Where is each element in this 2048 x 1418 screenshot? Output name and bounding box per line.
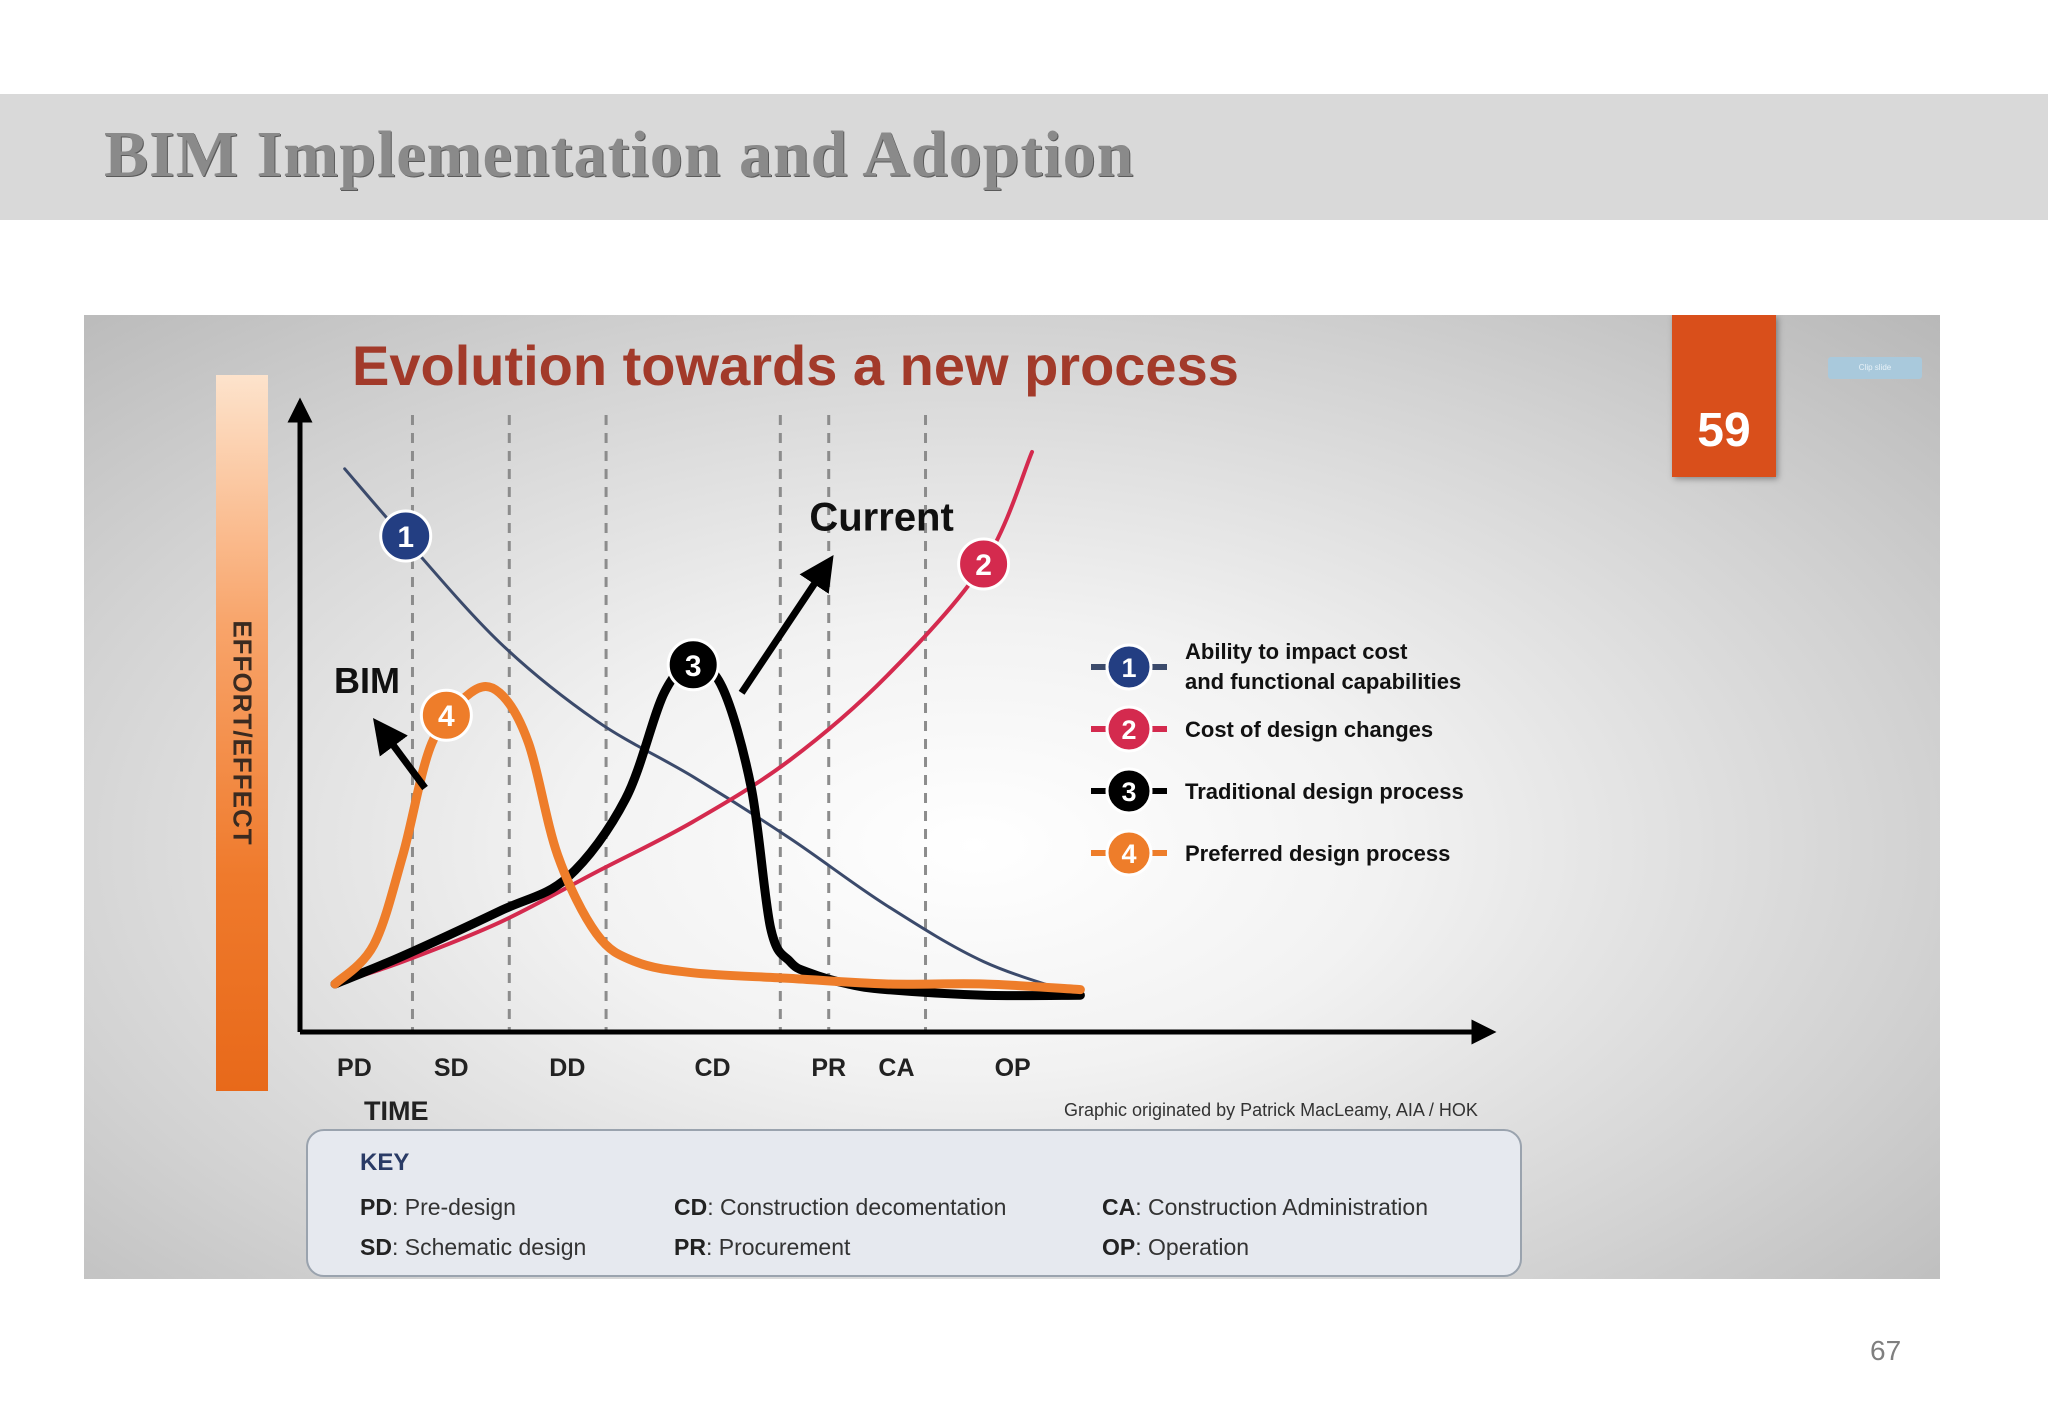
key-item: PR: Procurement xyxy=(674,1234,851,1260)
key-column-1: PD: Pre-design SD: Schematic design xyxy=(360,1187,586,1267)
bim-label: BIM xyxy=(334,660,400,701)
key-column-2: CD: Construction decomentation PR: Procu… xyxy=(674,1187,1006,1267)
y-axis-label: EFFORT/EFFECT xyxy=(227,620,258,846)
x-tick-label: OP xyxy=(995,1054,1031,1082)
legend-label-line: and functional capabilities xyxy=(1185,669,1461,694)
series-marker-circle xyxy=(666,638,720,692)
key-item: OP: Operation xyxy=(1102,1234,1250,1260)
series-marker-number: 4 xyxy=(438,700,455,733)
title-band xyxy=(0,94,2048,220)
series-marker-circle xyxy=(379,509,433,563)
series-marker-number: 2 xyxy=(975,549,992,582)
legend-marker xyxy=(1105,767,1153,815)
legend-label-line: Ability to impact cost xyxy=(1185,639,1408,664)
legend-label: Cost of design changes xyxy=(1185,717,1433,742)
series-marker-number: 1 xyxy=(397,521,414,554)
series-line-4 xyxy=(330,682,1085,995)
legend-item: 1 Ability to impact cost and functional ca… xyxy=(1091,639,1461,694)
x-tick-label: CD xyxy=(695,1054,731,1082)
graphic-credit: Graphic originated by Patrick MacLeamy, … xyxy=(1064,1100,1478,1120)
series-line-2 xyxy=(333,450,1034,986)
x-tick-label: PR xyxy=(811,1054,846,1082)
series-marker-2: 2 xyxy=(957,537,1011,591)
clip-slide-button[interactable]: Clip slide xyxy=(1828,357,1922,379)
bim-arrow xyxy=(373,717,428,791)
key-box: KEY PD: Pre-design SD: Schematic design … xyxy=(306,1129,1522,1277)
series-marker-3: 3 xyxy=(666,638,720,692)
badge-number: 59 xyxy=(1697,404,1751,457)
key-item: PD: Pre-design xyxy=(360,1194,516,1220)
legend-marker xyxy=(1105,643,1153,691)
series-marker-circle xyxy=(957,537,1011,591)
legend-marker-number: 3 xyxy=(1121,777,1136,807)
page-number: 67 xyxy=(1870,1335,1902,1366)
key-title: KEY xyxy=(360,1149,410,1176)
key-item: SD: Schematic design xyxy=(360,1234,587,1260)
series-marker-number: 3 xyxy=(685,650,702,683)
y-axis-bar xyxy=(216,375,268,1091)
x-axis-label: TIME xyxy=(364,1096,429,1126)
slide-title: BIM Implementation and Adoption xyxy=(104,118,1135,191)
legend-item: 2 Cost of design changes xyxy=(1091,705,1433,753)
chart-svg: Evolution towards a new process PD SD DD CD P… xyxy=(287,334,1497,1126)
legend-marker xyxy=(1105,705,1153,753)
current-label: Current xyxy=(809,495,953,539)
current-arrow xyxy=(738,555,834,695)
x-tick-label: DD xyxy=(549,1054,585,1082)
legend-item: 4 Preferred design process xyxy=(1091,829,1450,877)
x-tick-label: PD xyxy=(337,1054,372,1082)
series-line-1 xyxy=(343,467,1082,997)
legend-marker-number: 2 xyxy=(1121,715,1136,745)
x-tick-label: CA xyxy=(878,1054,914,1082)
slide-number-badge: 59 xyxy=(1672,315,1776,477)
series-marker-circle xyxy=(419,688,473,742)
key-column-3: CA: Construction Administration OP: Oper… xyxy=(1102,1187,1428,1267)
legend-label: Preferred design process xyxy=(1185,841,1450,866)
x-tick-label: SD xyxy=(434,1054,469,1082)
series-marker-4: 4 xyxy=(419,688,473,742)
chart-figure: Evolution towards a new process PD SD DD CD P… xyxy=(84,315,1940,1279)
legend-item: 3 Traditional design process xyxy=(1091,767,1464,815)
key-item: CD: Construction decomentation xyxy=(674,1194,1007,1220)
series-marker-1: 1 xyxy=(379,509,433,563)
legend-label: Ability to impact cost and functional cap… xyxy=(1185,639,1461,694)
key-item: CA: Construction Administration xyxy=(1102,1194,1428,1220)
chart-title: Evolution towards a new process xyxy=(352,334,1239,397)
legend-marker xyxy=(1105,829,1153,877)
legend-marker-number: 4 xyxy=(1121,839,1136,869)
legend-marker-number: 1 xyxy=(1121,653,1136,683)
legend-label: Traditional design process xyxy=(1185,779,1464,804)
